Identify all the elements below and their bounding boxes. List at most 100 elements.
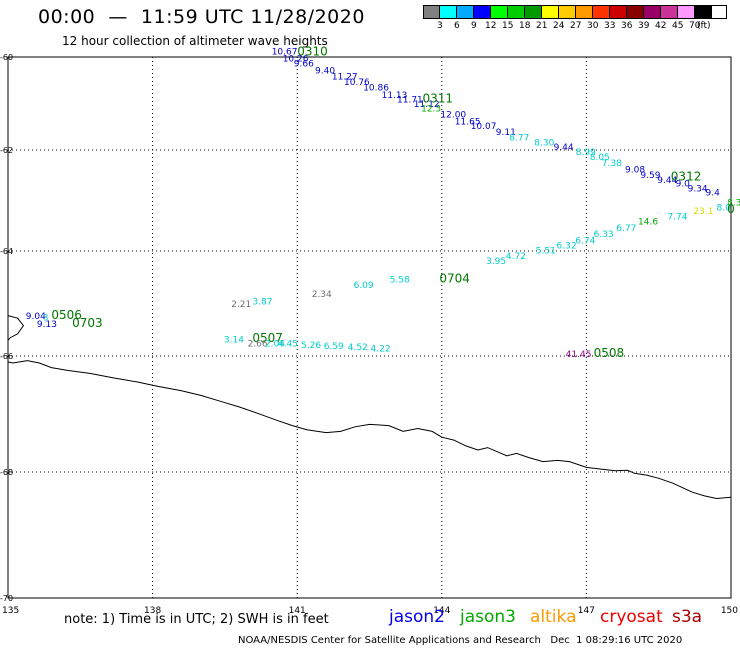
satellite-jason2: jason2	[389, 607, 445, 627]
wave-height-value: 6.77	[616, 224, 636, 234]
antarctic-coastline	[7, 315, 732, 500]
legend-label: 24	[553, 21, 565, 31]
wave-height-value: 11.65	[455, 117, 481, 127]
wave-height-value: 7.38	[602, 159, 622, 169]
wave-height-value: 2.34	[312, 290, 332, 300]
lat-tick-label: -66	[0, 352, 13, 361]
wave-height-value: 4.72	[506, 252, 526, 262]
wave-height-value: 10.86	[363, 84, 389, 94]
lat-tick-label: -62	[0, 146, 13, 155]
wave-height-value: 8.99	[576, 148, 596, 158]
wave-height-value: 9.44	[554, 143, 574, 153]
wave-height-value: 23.1	[693, 207, 713, 217]
pass-time-label: 0	[727, 202, 735, 216]
wave-height-value: 6.59	[324, 342, 344, 352]
wave-height-value: 11.27	[332, 72, 358, 82]
legend-swatch	[678, 5, 695, 19]
wave-height-value: 3	[43, 313, 49, 323]
legend-swatch	[457, 5, 474, 19]
wave-height-value: 9.13	[37, 320, 57, 330]
wave-height-value: 4.52	[348, 343, 368, 353]
legend-swatch	[610, 5, 627, 19]
legend-swatch	[559, 5, 576, 19]
legend-label: 6	[454, 21, 460, 31]
wave-height-value: 11.12	[414, 100, 440, 110]
legend-label: 70	[689, 21, 701, 31]
lat-tick-label: -64	[0, 247, 13, 256]
legend-label: 18	[519, 21, 531, 31]
wave-height-value: 8.05	[590, 153, 610, 163]
pass-time-label: 0704	[439, 272, 470, 286]
wave-height-value: 2.21	[231, 300, 251, 310]
legend-swatch	[593, 5, 610, 19]
wave-height-value: 3.87	[252, 298, 272, 308]
wave-height-value: 3.14	[224, 335, 244, 345]
wave-height-value: 11.13	[382, 91, 408, 101]
credit-footer: NOAA/NESDIS Center for Satellite Applica…	[238, 635, 682, 646]
legend-label: 45	[672, 21, 684, 31]
legend-label: 12	[485, 21, 497, 31]
legend-swatch	[474, 5, 491, 19]
lat-tick-label: -60	[0, 53, 13, 62]
wave-height-value: 8.30	[534, 138, 554, 148]
lat-tick-label: -70	[0, 594, 13, 603]
wave-height-value: 12.3	[421, 104, 441, 114]
satellite-cryosat: cryosat	[600, 607, 663, 627]
wave-height-value: 9.11	[496, 128, 516, 138]
lon-tick-label: 147	[578, 606, 595, 616]
legend-label: 15	[502, 21, 514, 31]
legend-label: (ft)	[697, 21, 711, 31]
pass-time-label: 0506	[51, 308, 82, 322]
legend-label: 33	[604, 21, 616, 31]
wave-height-value: 10.76	[344, 78, 370, 88]
legend-swatch	[576, 5, 593, 19]
satellite-s3a: s3a	[672, 607, 703, 627]
legend-label: 9	[471, 21, 477, 31]
wave-height-value: 9.59	[640, 171, 660, 181]
legend-label: 27	[570, 21, 582, 31]
legend-swatch	[491, 5, 508, 19]
wave-height-value: 9.04	[26, 312, 46, 322]
lon-tick-label: 135	[2, 606, 19, 616]
satellite-jason3: jason3	[460, 607, 516, 627]
wave-height-value: 6.32	[557, 242, 577, 252]
legend-swatch	[508, 5, 525, 19]
pass-time-label: 0507	[252, 331, 283, 345]
wave-height-value: 6.33	[594, 230, 614, 240]
wave-height-value: 9.34	[688, 184, 708, 194]
wave-height-value: 11.71	[397, 96, 423, 106]
satellite-altika: altika	[530, 607, 577, 627]
wave-height-value: 5.58	[390, 276, 410, 286]
pass-time-label: 0703	[72, 316, 103, 330]
legend-label: 30	[587, 21, 599, 31]
wave-height-value: 41.45	[566, 350, 592, 360]
wave-height-value: 10.26	[283, 55, 309, 65]
wave-height-value: 4.45	[278, 340, 298, 350]
legend-label: 42	[655, 21, 667, 31]
wave-height-value: 2.66	[248, 340, 268, 350]
wave-height-value: 7.74	[667, 213, 687, 223]
wave-height-value: 9.4	[706, 188, 721, 198]
legend-swatch	[661, 5, 678, 19]
page-title: 00:00 — 11:59 UTC 11/28/2020	[38, 6, 365, 28]
legend-swatch	[440, 5, 457, 19]
wave-height-value: 8.77	[509, 134, 529, 144]
legend-swatch	[644, 5, 661, 19]
legend-label: 3	[437, 21, 443, 31]
wave-height-value: 6.74	[575, 236, 595, 246]
pass-time-label: 0312	[671, 169, 702, 183]
page-subtitle: 12 hour collection of altimeter wave hei…	[62, 34, 328, 48]
wave-height-value: 12.00	[440, 110, 466, 120]
pass-time-label: 0310	[297, 45, 328, 59]
lat-tick-label: -68	[0, 468, 13, 477]
units-note: note: 1) Time is in UTC; 2) SWH is in fe…	[64, 612, 329, 627]
credit-timestamp: Dec 1 08:29:16 UTC 2020	[550, 635, 683, 646]
wave-height-value: 9.40	[315, 66, 335, 76]
wave-height-value: 5.51	[536, 247, 556, 257]
wave-height-value: 10.67	[272, 48, 298, 58]
lon-tick-label: 138	[144, 606, 161, 616]
pass-time-label: 0311	[423, 92, 454, 106]
lon-tick-label: 141	[289, 606, 306, 616]
wave-height-value: 5.26	[301, 341, 321, 351]
